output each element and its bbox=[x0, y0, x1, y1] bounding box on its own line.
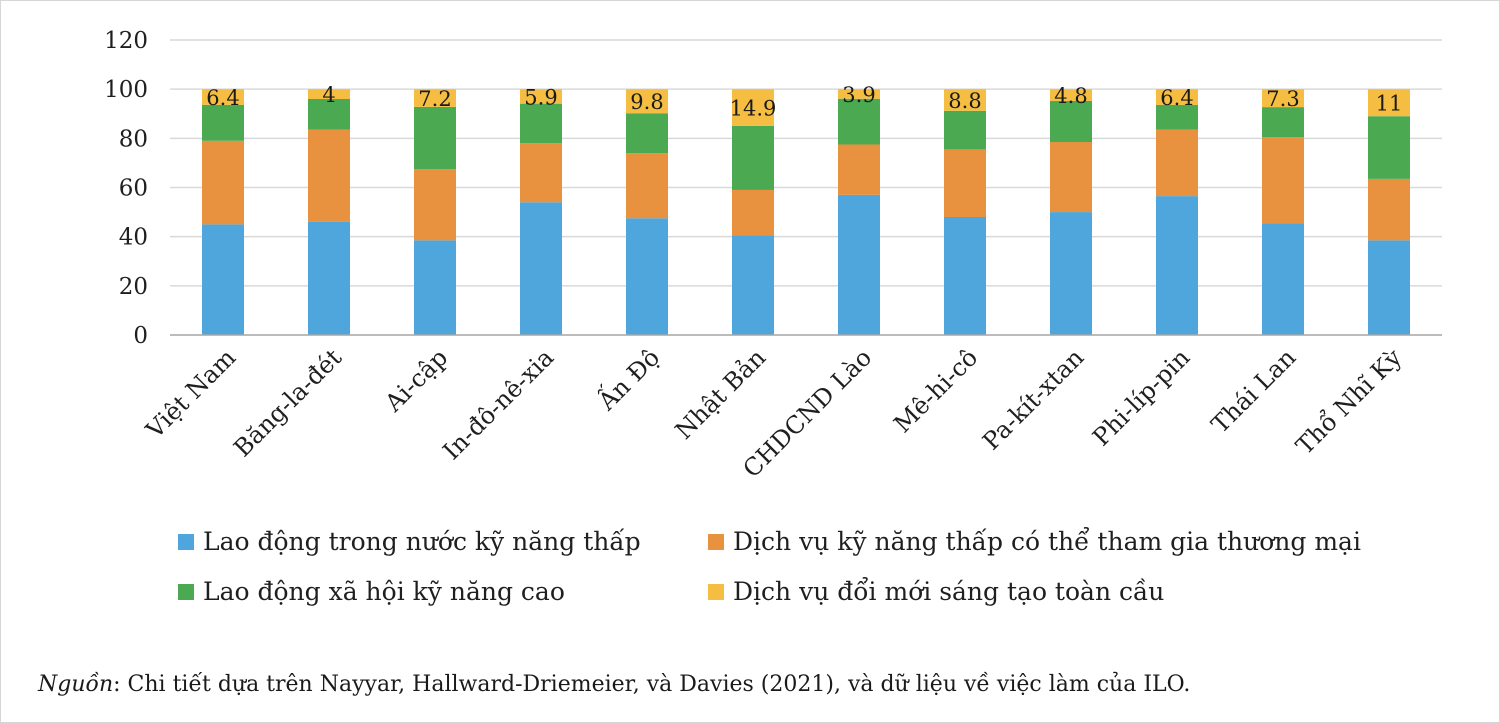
bar-segment bbox=[1368, 89, 1410, 117]
bar-segment bbox=[838, 194, 880, 335]
bar-segment bbox=[1156, 104, 1198, 130]
legend-item: Lao động xã hội kỹ năng cao bbox=[178, 577, 565, 606]
x-tick-label: Việt Nam bbox=[140, 343, 241, 444]
x-tick-label: Mê-hi-cô bbox=[888, 343, 983, 438]
data-label: 7.2 bbox=[418, 87, 451, 111]
data-label: 5.9 bbox=[524, 85, 557, 109]
bar-segment bbox=[626, 218, 668, 335]
legend-swatch bbox=[708, 533, 724, 550]
bar-segment bbox=[944, 89, 986, 111]
bar-segment bbox=[520, 143, 562, 203]
bar-segment bbox=[202, 224, 244, 335]
bar-segment bbox=[1156, 196, 1198, 335]
bar-segment bbox=[626, 113, 668, 154]
bar-segment bbox=[838, 89, 880, 99]
legend-label: Dịch vụ đổi mới sáng tạo toàn cầu bbox=[733, 577, 1165, 606]
bar-segment bbox=[308, 221, 350, 335]
bar-segment bbox=[944, 110, 986, 150]
bar-segment bbox=[414, 106, 456, 170]
bar-segment bbox=[202, 104, 244, 141]
y-tick-label: 40 bbox=[119, 225, 148, 251]
bar-segment bbox=[520, 202, 562, 335]
bar-segment bbox=[732, 125, 774, 190]
bar-segment bbox=[202, 89, 244, 105]
y-tick-label: 80 bbox=[119, 126, 148, 152]
bar-segment bbox=[308, 89, 350, 99]
legend-swatch bbox=[178, 533, 194, 550]
x-tick-label: Băng-la-đét bbox=[228, 343, 347, 462]
bar-segment bbox=[1156, 89, 1198, 105]
data-label: 4.8 bbox=[1054, 84, 1087, 108]
bar-segment bbox=[626, 153, 668, 219]
stacked-bar-chart: 0 20 40 60 80 100 120 6.4 Việt Nam 4 Băng-la-đét 7.… bbox=[104, 28, 1442, 483]
bar-segment bbox=[838, 144, 880, 195]
data-label: 6.4 bbox=[206, 86, 239, 110]
y-tick-label: 120 bbox=[104, 28, 148, 54]
bar-segment bbox=[520, 103, 562, 144]
bar-segment bbox=[1262, 89, 1304, 108]
bar-segment bbox=[626, 89, 668, 114]
bar-segment bbox=[1368, 240, 1410, 335]
x-tick-label: Thổ Nhĩ Kỳ bbox=[1290, 342, 1408, 460]
legend-item: Dịch vụ kỹ năng thấp có thể tham gia thư… bbox=[708, 527, 1361, 556]
bar-segment bbox=[1262, 223, 1304, 335]
data-label: 4 bbox=[322, 83, 335, 107]
bar-segment bbox=[202, 140, 244, 225]
bar-segment bbox=[1050, 212, 1092, 335]
data-label: 9.8 bbox=[630, 90, 663, 114]
bar-segment bbox=[1050, 89, 1092, 101]
bar-segment bbox=[308, 129, 350, 222]
bar-segment bbox=[308, 99, 350, 130]
bar-segment bbox=[1156, 129, 1198, 197]
data-label: 11 bbox=[1376, 92, 1403, 116]
legend-item: Lao động trong nước kỹ năng thấp bbox=[178, 527, 641, 556]
bar-segment bbox=[414, 89, 456, 107]
data-label: 3.9 bbox=[842, 83, 875, 107]
bar-segment bbox=[1050, 100, 1092, 143]
x-tick-label: Phi-líp-pin bbox=[1087, 343, 1195, 451]
legend-label: Lao động trong nước kỹ năng thấp bbox=[203, 527, 641, 556]
y-tick-label: 100 bbox=[104, 77, 148, 103]
bar-segment bbox=[1368, 178, 1410, 241]
bar-segment bbox=[1262, 137, 1304, 224]
source-text: : Chi tiết dựa trên Nayyar, Hallward-Dri… bbox=[113, 672, 1191, 697]
bar-segment bbox=[944, 217, 986, 335]
legend-label: Lao động xã hội kỹ năng cao bbox=[203, 577, 565, 606]
bar-segment bbox=[732, 189, 774, 236]
x-tick-label: Thái Lan bbox=[1206, 343, 1301, 438]
x-tick-label: Nhật Bản bbox=[670, 343, 771, 444]
x-tick-label: Pa-kít-xtan bbox=[977, 343, 1089, 455]
bar-segment bbox=[414, 169, 456, 241]
source-note: Nguồn: Chi tiết dựa trên Nayyar, Hallwar… bbox=[38, 672, 1190, 697]
legend-swatch bbox=[708, 583, 724, 600]
legend-swatch bbox=[178, 583, 194, 600]
bar-segment bbox=[944, 149, 986, 217]
bar-segment bbox=[732, 89, 774, 126]
bar-segment bbox=[1050, 142, 1092, 213]
data-label: 7.3 bbox=[1266, 87, 1299, 111]
x-tick-label: Ai-cập bbox=[379, 343, 453, 417]
y-tick-label: 60 bbox=[119, 176, 148, 202]
bar-segment bbox=[838, 98, 880, 145]
data-label: 6.4 bbox=[1160, 86, 1193, 110]
data-label: 14.9 bbox=[730, 96, 777, 120]
bar-segment bbox=[1262, 107, 1304, 138]
bar-segment bbox=[414, 240, 456, 335]
legend-label: Dịch vụ kỹ năng thấp có thể tham gia thư… bbox=[733, 527, 1361, 556]
y-tick-label: 20 bbox=[119, 274, 148, 300]
source-prefix: Nguồn bbox=[38, 672, 114, 697]
x-tick-label: Ấn Độ bbox=[590, 341, 665, 416]
x-tick-label: In-đô-nê-xia bbox=[437, 343, 559, 465]
legend-item: Dịch vụ đổi mới sáng tạo toàn cầu bbox=[708, 577, 1164, 606]
bar-segment bbox=[732, 235, 774, 335]
y-tick-label: 0 bbox=[133, 323, 148, 349]
bar-segment bbox=[520, 89, 562, 104]
bar-segment bbox=[1368, 116, 1410, 179]
data-label: 8.8 bbox=[948, 89, 981, 113]
